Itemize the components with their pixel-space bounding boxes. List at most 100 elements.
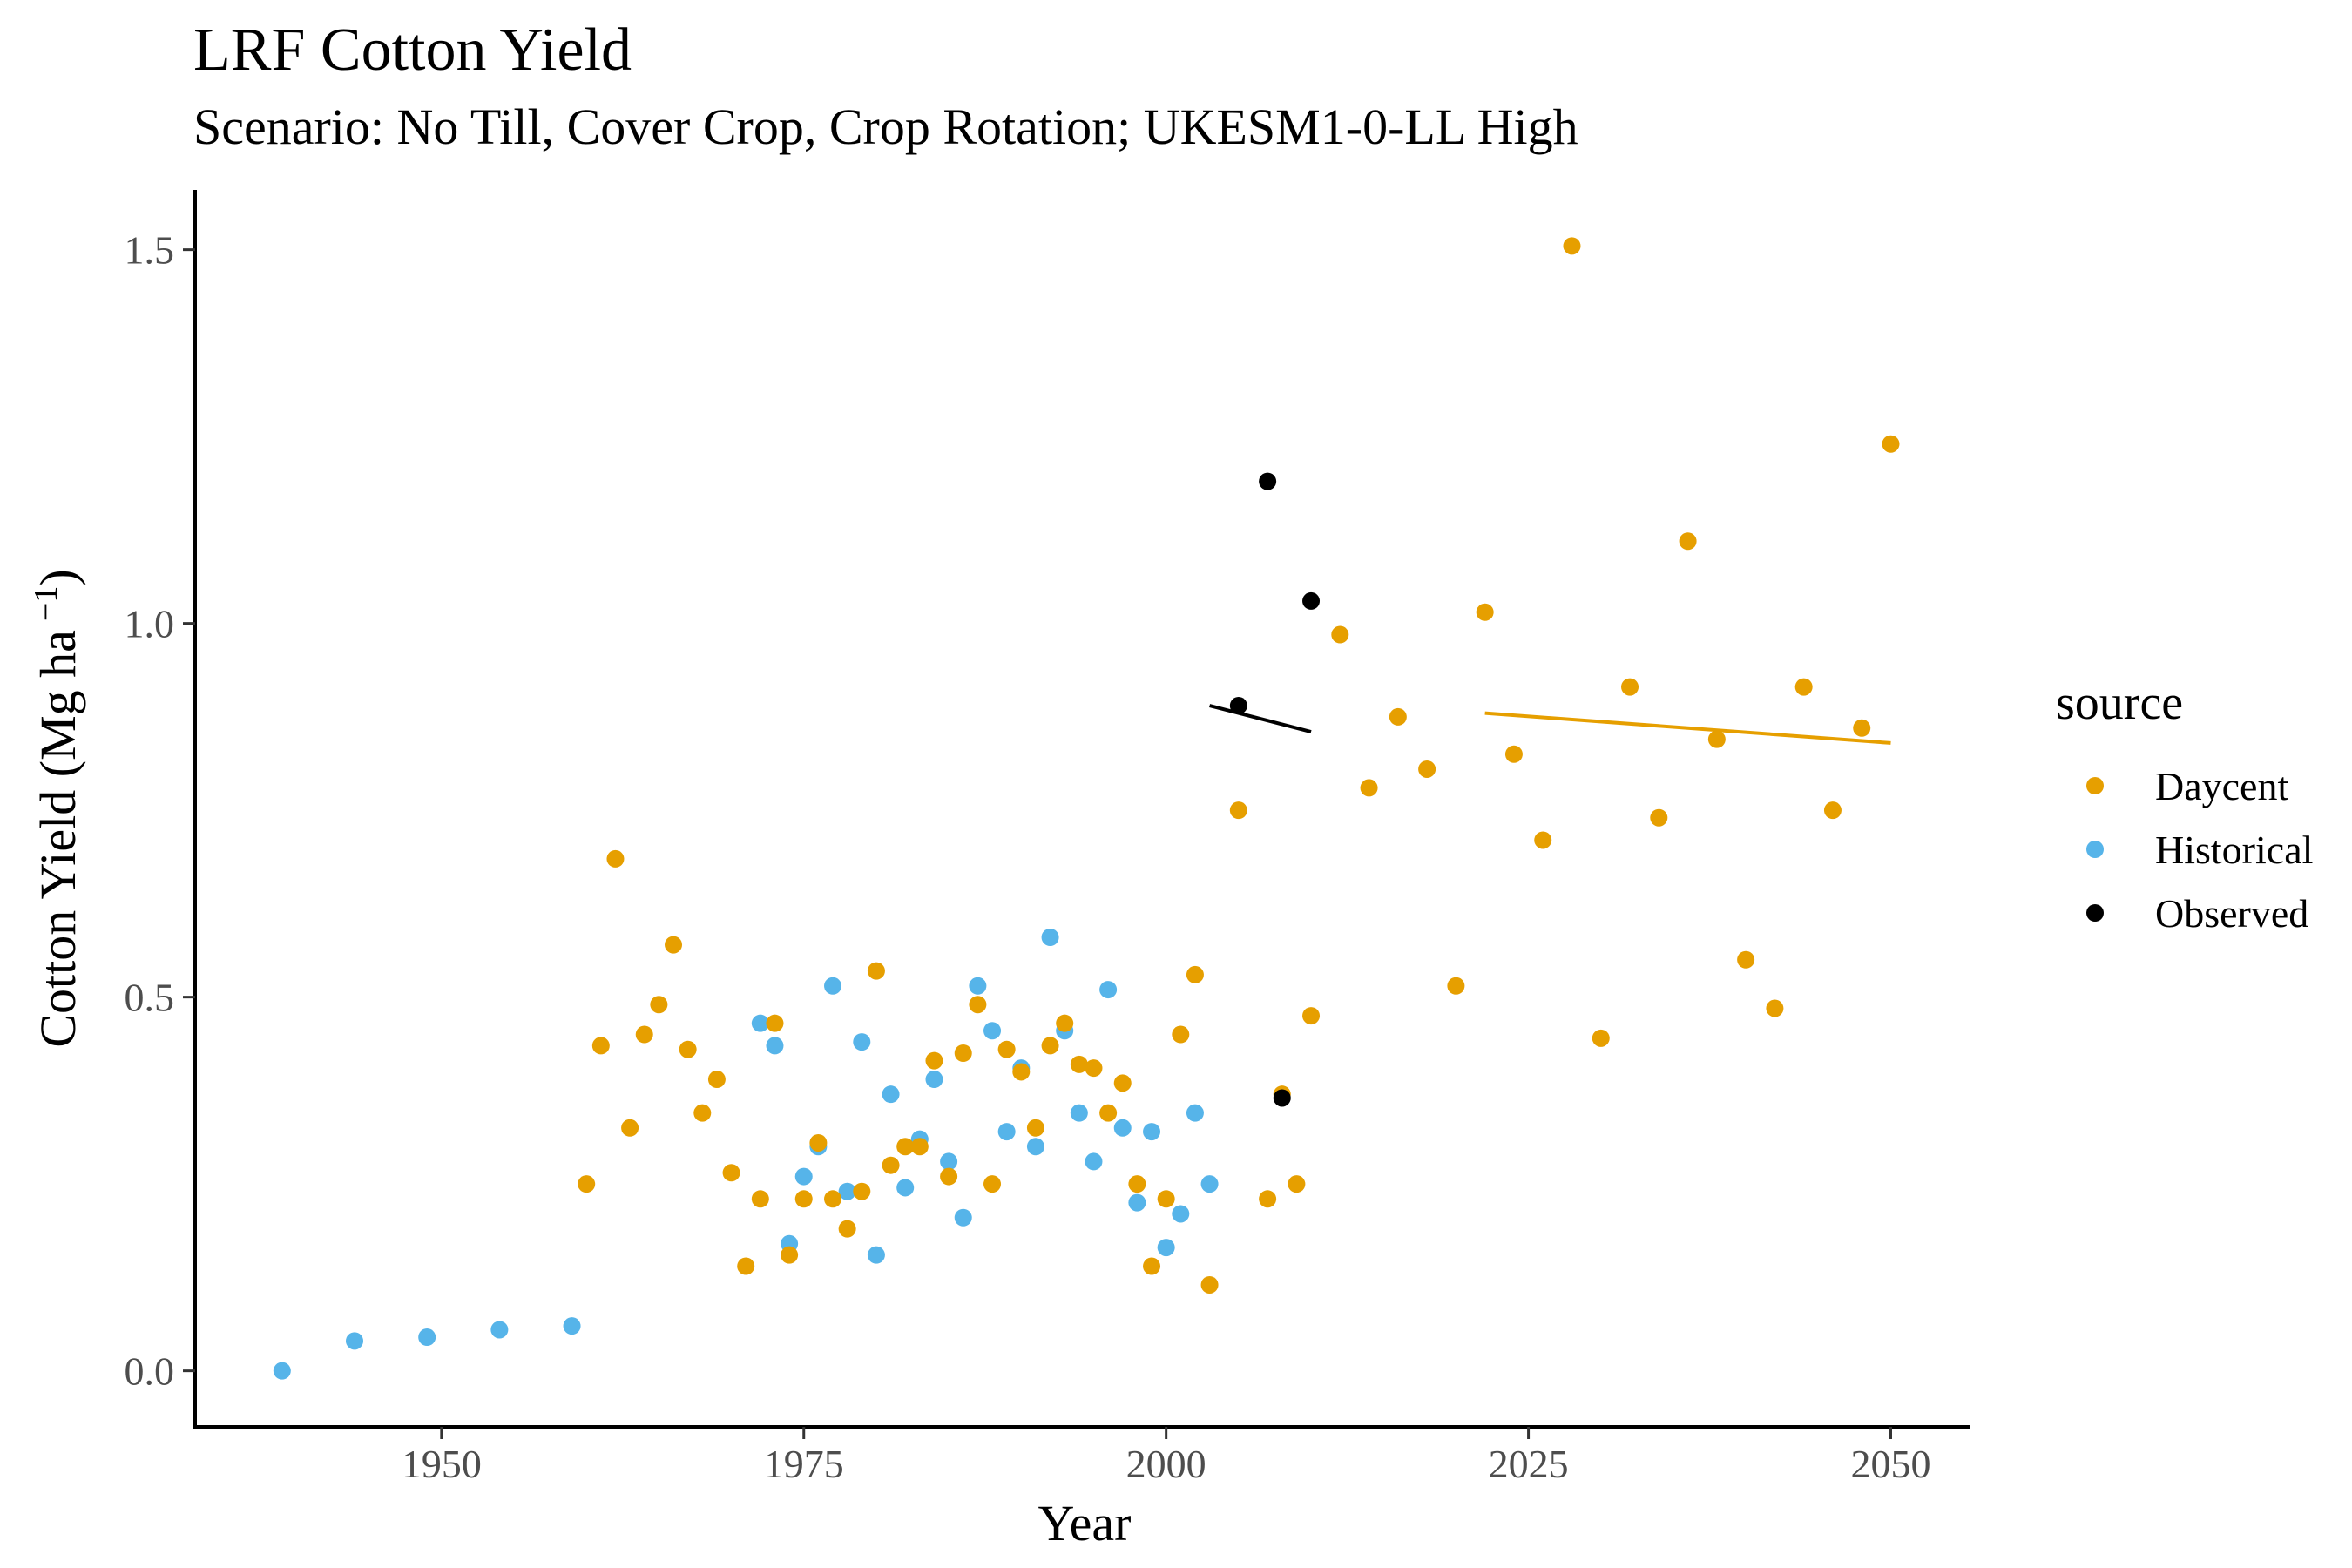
historical-point [1172,1205,1190,1223]
x-tick-label: 2000 [1126,1442,1206,1486]
daycent-point [1534,831,1552,849]
daycent-point [737,1257,755,1275]
daycent-point [1853,719,1871,737]
historical-point [882,1085,900,1104]
daycent-point [1331,625,1349,644]
legend-label-daycent: Daycent [2155,764,2288,808]
historical-point [794,1167,813,1186]
legend-title: source [2056,676,2183,730]
daycent-point [925,1051,943,1070]
chart-title: LRF Cotton Yield [193,17,632,84]
x-axis-label: Year [1038,1495,1132,1551]
daycent-point [766,1014,784,1032]
y-tick-label: 0.0 [125,1349,175,1394]
trend-lines-layer [1209,704,1891,745]
daycent-point [1259,1190,1277,1208]
y-axis-label: Cotton Yield (Mg ha −1) [28,569,86,1047]
historical-point [1113,1119,1132,1137]
y-tick-label: 0.5 [125,976,175,1020]
daycent-point [1172,1025,1190,1044]
historical-point [940,1152,958,1171]
historical-point [751,1014,769,1032]
daycent-point [809,1133,828,1152]
daycent-point [1070,1055,1088,1073]
daycent-point [882,1156,900,1174]
historical-point [273,1362,291,1380]
x-tick-label: 1975 [764,1442,844,1486]
historical-point [824,977,842,995]
daycent-point [707,1071,726,1089]
legend-key-daycent [2086,777,2104,794]
historical-point [1200,1175,1219,1193]
historical-point [853,1033,871,1051]
observed-point [1273,1089,1291,1107]
daycent-point [1302,1007,1321,1025]
historical-point [1041,929,1059,947]
legend-entries: Daycent Historical Observed [2086,764,2313,936]
daycent-point [1766,999,1784,1017]
daycent-point [1360,779,1378,797]
x-tick-label: 2025 [1489,1442,1569,1486]
y-axis-label-superscript: −1 [28,586,64,621]
daycent-point [853,1182,871,1200]
daycent-point [751,1190,769,1208]
observed-point [1229,697,1247,715]
historical-point [1026,1138,1044,1156]
daycent-point [1563,237,1581,255]
y-axis-label-main: Cotton Yield (Mg ha [30,630,86,1048]
daycent-point [693,1104,712,1122]
daycent-point [1823,801,1842,820]
daycent-point [679,1040,697,1058]
daycent-point [1026,1119,1044,1137]
legend-label-historical: Historical [2155,828,2313,872]
daycent-point [1229,801,1247,820]
daycent-point [1012,1063,1031,1081]
daycent-point [983,1175,1002,1193]
historical-point [563,1317,581,1335]
daycent-point [940,1167,958,1186]
historical-point [1186,1104,1204,1122]
daycent-point [1200,1275,1219,1294]
daycent-point [1679,532,1697,551]
daycent-point [1143,1257,1161,1275]
daycent-point [1099,1104,1118,1122]
daycent-point [1418,760,1436,778]
daycent-point [1113,1074,1132,1092]
historical-point [867,1246,885,1264]
y-ticks-layer: 0.0 0.5 1.0 1.5 [125,228,195,1394]
historical-point [896,1179,915,1197]
daycent-point [910,1138,929,1156]
daycent-point [781,1246,799,1264]
legend-label-observed: Observed [2155,891,2308,936]
historical-point [1070,1104,1088,1122]
daycent-point [1882,435,1900,453]
historical-point [1085,1152,1103,1171]
daycent-point [1085,1059,1103,1078]
daycent-point [1621,678,1639,696]
daycent-point [665,936,683,954]
daycent-point [1041,1037,1059,1055]
historical-point [983,1022,1002,1040]
daycent-point [1504,745,1523,763]
daycent-point [621,1119,639,1137]
daycent-point [1707,730,1726,748]
daycent-point [838,1220,856,1238]
historical-point [1099,981,1118,999]
y-tick-label: 1.5 [125,228,175,273]
historical-point [766,1037,784,1055]
x-tick-label: 1950 [402,1442,482,1486]
historical-point [925,1071,943,1089]
historical-point [969,977,987,995]
daycent-point [1737,950,1755,969]
daycent-point [969,996,987,1014]
daycent-trend-line [1484,711,1891,745]
legend: source Daycent Historical Observed [2056,676,2313,936]
daycent-point [1288,1175,1306,1193]
daycent-point [1389,707,1407,726]
historical-point [1143,1123,1161,1141]
historical-point [490,1321,509,1339]
daycent-point [650,996,668,1014]
daycent-point [867,962,885,980]
